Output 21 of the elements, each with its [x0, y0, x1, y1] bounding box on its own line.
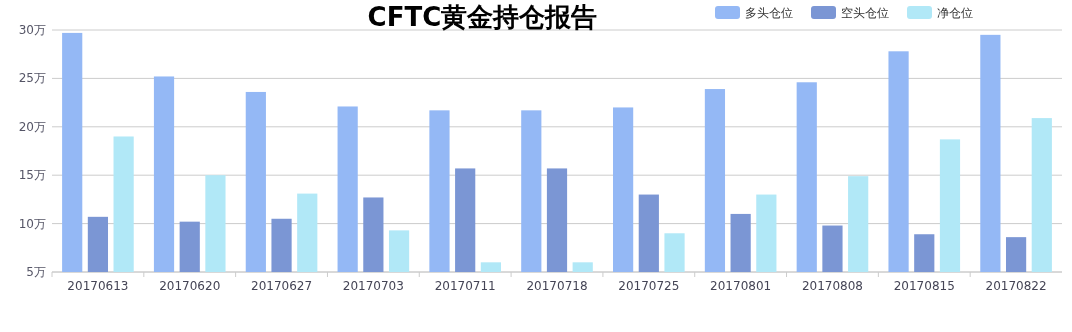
- x-tick-label: 20170703: [342, 279, 404, 293]
- y-tick-label: 10万: [18, 216, 46, 231]
- chart-title: CFTC黄金持仓报告: [367, 2, 598, 32]
- x-tick-label: 20170808: [801, 279, 863, 293]
- y-tick-label: 30万: [18, 23, 46, 37]
- legend-label: 净仓位: [937, 6, 973, 20]
- x-tick-label: 20170801: [710, 279, 772, 293]
- y-tick-label: 5万: [26, 265, 46, 279]
- x-tick-label: 20170815: [893, 279, 955, 293]
- y-tick-label: 15万: [18, 168, 46, 183]
- legend-label: 空头仓位: [841, 6, 889, 20]
- y-tick-label: 25万: [18, 71, 46, 86]
- x-tick-label: 20170822: [985, 279, 1047, 293]
- x-tick-label: 20170725: [618, 279, 680, 293]
- x-tick-label: 20170627: [251, 279, 313, 293]
- x-tick-label: 20170711: [434, 279, 496, 293]
- y-tick-label: 20万: [18, 119, 46, 134]
- x-tick-label: 20170613: [67, 279, 129, 293]
- legend-label: 多头仓位: [745, 6, 793, 20]
- x-tick-label: 20170620: [159, 279, 221, 293]
- x-tick-label: 20170718: [526, 279, 588, 293]
